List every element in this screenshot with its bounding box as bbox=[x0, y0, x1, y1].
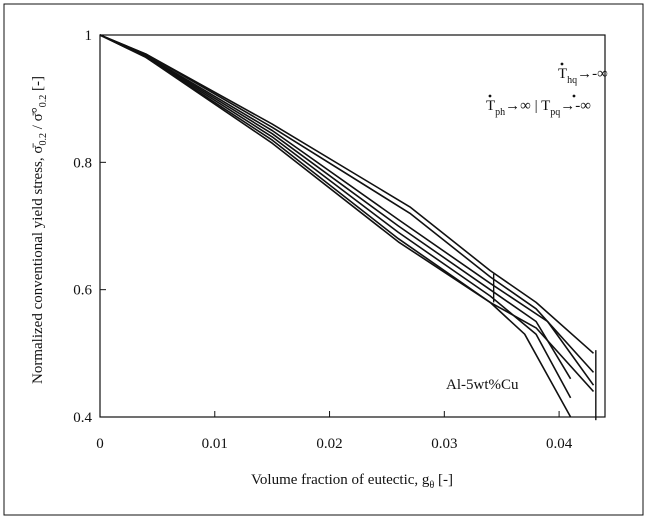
y-tick-label: 1 bbox=[85, 28, 93, 44]
annotation-ph-pq-text: Tph→∞ | Tpq→-∞ bbox=[486, 98, 591, 118]
x-axis-title-unit: [-] bbox=[434, 472, 453, 488]
annotation-ph-pq: Tph→∞ | Tpq→-∞ bbox=[486, 94, 591, 118]
x-tick-label: 0.03 bbox=[431, 436, 457, 452]
y-axis-title-unit: [-] bbox=[30, 76, 46, 95]
y-tick-label: 0.6 bbox=[73, 283, 92, 299]
annotation-hq-sub: hq bbox=[567, 75, 577, 86]
annotation-pq-dot bbox=[572, 94, 576, 98]
plot-frame bbox=[99, 34, 606, 418]
annotation-pq-limit: →-∞ bbox=[560, 98, 591, 114]
x-tick-label: 0.01 bbox=[202, 436, 228, 452]
series-line-3 bbox=[99, 34, 595, 386]
series-line-4 bbox=[99, 34, 572, 380]
series-line-6 bbox=[99, 34, 572, 418]
series-line-7 bbox=[99, 34, 595, 393]
y-axis-title-sub2: 0.2 bbox=[38, 95, 49, 108]
annotation-hq-T: T bbox=[558, 66, 567, 82]
y-axis-title-main: Normalized conventional yield stress, σ̄ bbox=[30, 143, 46, 384]
annotation-ph-limit: →∞ | bbox=[505, 98, 541, 114]
outer-frame bbox=[3, 3, 644, 516]
annotation-ph-sub: ph bbox=[495, 107, 505, 118]
annotation-hq-limit: →-∞ bbox=[577, 66, 608, 82]
series-layer bbox=[99, 34, 595, 418]
markers-layer bbox=[492, 273, 597, 421]
y-tick-label: 0.4 bbox=[73, 410, 92, 426]
x-axis-title-main: Volume fraction of eutectic, g bbox=[251, 472, 430, 488]
annotation-ph-dot bbox=[488, 94, 492, 98]
x-tick-label: 0.02 bbox=[316, 436, 342, 452]
ticks-layer: 0 0.01 0.02 0.03 0.04 0.4 0.6 0.8 1 bbox=[73, 28, 572, 452]
x-axis-title: Volume fraction of eutectic, gθ [-] bbox=[251, 472, 453, 491]
x-tick-label: 0 bbox=[96, 436, 104, 452]
annotation-hq: Thq→-∞ bbox=[558, 62, 608, 86]
x-tick-label: 0.04 bbox=[546, 436, 573, 452]
y-axis-title: Normalized conventional yield stress, σ̄… bbox=[30, 76, 49, 384]
y-axis-title-mid: / σ̄° bbox=[30, 107, 46, 133]
y-axis-title-sub1: 0.2 bbox=[38, 133, 49, 146]
y-tick-label: 0.8 bbox=[73, 155, 92, 171]
annotation-hq-text: Thq→-∞ bbox=[558, 66, 608, 86]
series-line-2 bbox=[99, 34, 595, 373]
annotation-alloy: Al-5wt%Cu bbox=[446, 377, 519, 393]
annotation-pq-T: T bbox=[541, 98, 550, 114]
annotation-hq-dot bbox=[560, 62, 564, 66]
x-axis-title-sub: θ bbox=[429, 480, 434, 491]
annotation-ph-T: T bbox=[486, 98, 495, 114]
annotation-pq-sub: pq bbox=[550, 107, 560, 118]
series-line-5 bbox=[99, 34, 572, 399]
